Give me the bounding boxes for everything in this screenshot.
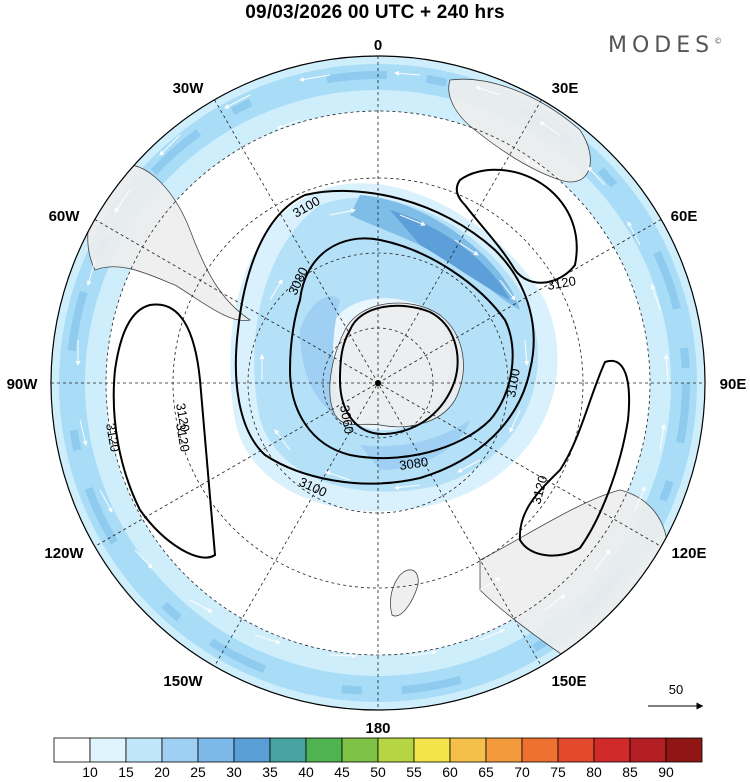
colorbar-swatch [413,737,451,763]
colorbar-swatch [485,737,523,763]
colorbar-swatch [305,737,343,763]
lon-label-60e: 60E [671,208,698,225]
colorbar-swatch [53,737,91,763]
colorbar-swatch [161,737,199,763]
colorbar-swatch [593,737,631,763]
contour-label: 3120 [173,422,193,453]
colorbar-swatch [449,737,487,763]
colorbar-swatch [125,737,163,763]
colorbar-tick-label: 80 [586,764,602,780]
colorbar-tick-label: 35 [262,764,278,780]
colorbar-swatch [197,737,235,763]
colorbar-tick-label: 60 [442,764,458,780]
colorbar-swatch [341,737,379,763]
map-border [50,55,706,711]
lon-label-120e: 120E [671,545,706,562]
colorbar-tick-label: 90 [658,764,674,780]
south-america [87,164,251,322]
africa [448,78,591,183]
colorbar-tick-label: 30 [226,764,242,780]
lon-label-180: 180 [365,720,390,737]
lon-label-60w: 60W [49,208,81,225]
lon-label-0: 0 [374,37,382,54]
colorbar-swatch [629,737,667,763]
colorbar-tick-label: 45 [334,764,350,780]
contour-label: 3120 [173,402,193,433]
contour-3100-main [234,189,535,485]
contour-label: 3080 [398,454,429,473]
brand-mark: © [714,36,723,46]
lon-label-120w: 120W [44,545,84,562]
colorbar-swatch [557,737,595,763]
brand-name: MODES [608,33,715,58]
lon-label-150w: 150W [163,673,203,690]
contour-3120-se [518,359,631,557]
antarctica [329,302,464,428]
contour-label: 3100 [503,367,523,398]
height-contours [112,168,631,559]
colorbar-swatch [233,737,271,763]
colorbar-tick-label: 15 [118,764,134,780]
lon-label-30w: 30W [173,80,205,97]
south-pole-marker [375,380,381,386]
contour-3120-ne [455,168,578,284]
vector-reference: 50 [648,682,704,710]
colorbar-swatch [269,737,307,763]
colorbar-swatch [377,737,415,763]
contour-label: 3120 [103,422,123,453]
longitude-label-group: 0 30E 60E 90E 120E 150E 180 150W 120W 90… [7,37,747,737]
contour-3120-w [112,303,217,559]
new-zealand [390,569,419,617]
contour-3080 [288,237,514,460]
colorbar-tick-label: 65 [478,764,494,780]
colorbar-tick-label: 25 [190,764,206,780]
contour-3060 [338,304,459,436]
colorbar-tick-label: 85 [622,764,638,780]
lon-label-90w: 90W [7,376,39,393]
colorbar-tick-label: 70 [514,764,530,780]
colorbar-tick-label: 50 [370,764,386,780]
colorbar-tick-label: 55 [406,764,422,780]
colorbar: 10 15 20 25 30 35 40 45 50 55 60 65 70 75 80 85 90 [53,737,703,780]
colorbar-swatch [665,737,703,763]
map-title: 09/03/2026 00 UTC + 240 hrs [245,2,505,23]
brand-logo: MODES© [608,33,722,58]
colorbar-swatch [521,737,559,763]
contour-label: 3060 [337,404,357,435]
colorbar-tick-label: 10 [82,764,98,780]
contour-label: 3120 [546,273,577,293]
wind-streamlines [75,70,669,659]
colorbar-tick-label: 75 [550,764,566,780]
lon-label-30e: 30E [552,80,579,97]
lon-label-90e: 90E [720,376,747,393]
contour-label: 3120 [528,474,550,506]
lon-label-150e: 150E [551,673,586,690]
colorbar-swatch [89,737,127,763]
colorbar-tick-label: 40 [298,764,314,780]
vector-reference-value: 50 [669,682,683,697]
colorbar-tick-label: 20 [154,764,170,780]
